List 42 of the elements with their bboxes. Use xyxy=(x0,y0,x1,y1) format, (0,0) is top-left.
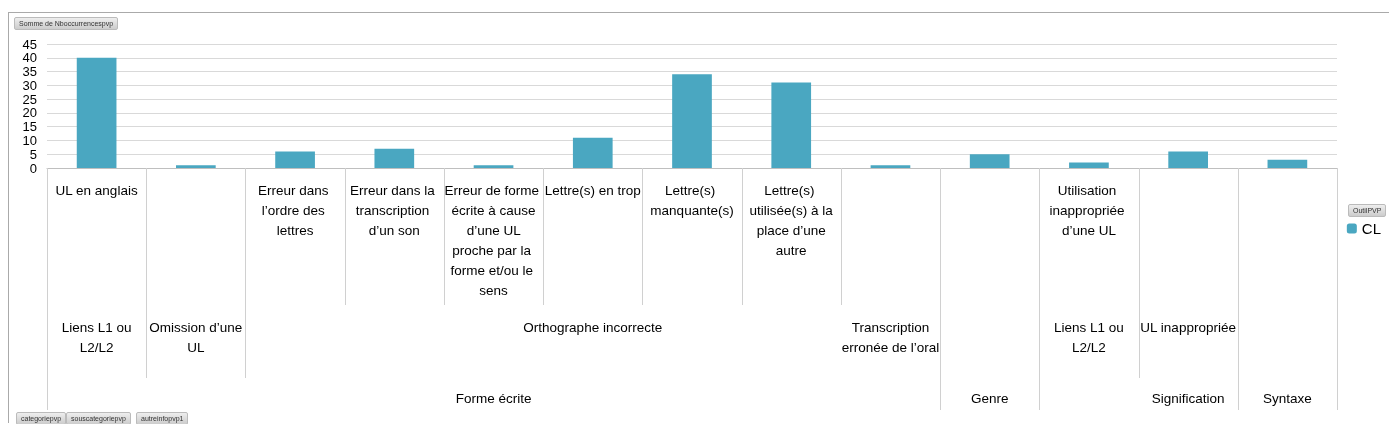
text: Omission d’une UL xyxy=(148,319,244,357)
bar xyxy=(870,165,911,168)
bar xyxy=(374,148,415,168)
bar xyxy=(1267,159,1308,168)
bar xyxy=(672,74,712,168)
y-tick-label: 0 xyxy=(29,160,37,176)
y-tick-label: 5 xyxy=(29,146,37,162)
x-tick-label: UL en anglais xyxy=(55,182,138,198)
x-tick-label: Lettre(s) utilisée(s) à la place d’une autre xyxy=(749,182,834,258)
bar xyxy=(275,151,315,168)
x-tick-label: Utilisation inappropriée d’une UL xyxy=(1049,182,1129,238)
bar xyxy=(176,165,216,168)
y-tick-label: 45 xyxy=(22,36,37,52)
x-tick-label: Erreur de forme écrite à cause d’une UL proche par la forme et/ou le sens xyxy=(444,182,543,298)
text: Forme écrite xyxy=(454,390,533,408)
bar xyxy=(76,57,117,168)
y-tick-label: 35 xyxy=(22,64,37,80)
text: Orthographe incorrecte xyxy=(523,320,663,335)
y-tick-label: 10 xyxy=(22,132,37,148)
text: Transcription erronée de l’oral xyxy=(840,319,941,357)
bar xyxy=(1168,151,1208,168)
x-tick-label: Erreur dans la transcription d’un son xyxy=(350,182,439,238)
bar xyxy=(1069,162,1109,168)
bar xyxy=(473,165,514,168)
text: Signification xyxy=(1151,391,1225,406)
text: UL inappropriée xyxy=(1139,319,1237,337)
y-tick-label: 15 xyxy=(22,119,37,135)
y-tick-label: 20 xyxy=(22,105,37,121)
text: Genre xyxy=(969,390,1010,408)
x-tick-label: Erreur dans l’ordre des lettres xyxy=(257,182,333,238)
text: Liens L1 ou L2/L2 xyxy=(60,319,133,357)
bar xyxy=(771,82,812,168)
y-tick-label: 30 xyxy=(22,77,37,93)
text: Liens L1 ou L2/L2 xyxy=(1053,319,1125,357)
x-tick-label: Lettre(s) manquante(s) xyxy=(650,182,734,218)
legend-label: CL xyxy=(1361,220,1382,237)
y-tick-label: 40 xyxy=(22,50,37,66)
text: Syntaxe xyxy=(1262,390,1313,408)
bar xyxy=(969,154,1010,168)
y-tick-label: 25 xyxy=(22,91,37,107)
x-tick-label: Lettre(s) en trop xyxy=(544,182,641,198)
bar xyxy=(572,137,613,168)
